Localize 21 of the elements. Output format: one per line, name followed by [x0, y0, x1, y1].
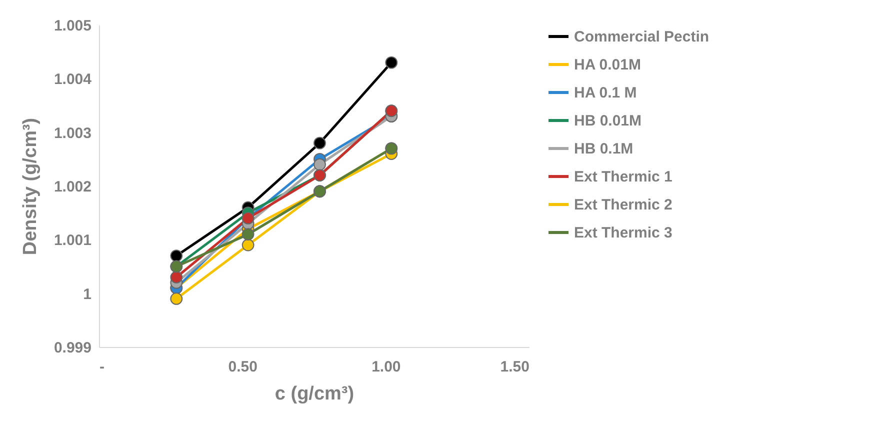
- x-tick-label: 1.00: [372, 358, 401, 376]
- legend-label: HB 0.01M: [574, 112, 642, 130]
- y-tick-label: 0.999: [54, 340, 92, 356]
- legend-label: Ext Thermic 2: [574, 196, 672, 214]
- legend-label: HB 0.1M: [574, 140, 634, 158]
- x-tick-label: 1.50: [500, 358, 530, 376]
- x-tick-label: -: [100, 358, 104, 376]
- legend-label: Commercial Pectin: [574, 28, 710, 46]
- y-tick-label: 1: [83, 286, 92, 303]
- x-axis-title: c (g/cm³): [274, 384, 354, 404]
- y-tick-label: 1.005: [54, 18, 92, 34]
- legend-label: HA 0.1 M: [574, 84, 637, 102]
- legend-label: HA 0.01M: [574, 56, 641, 74]
- legend-label: Ext Thermic 1: [574, 168, 672, 186]
- y-tick-label: 1.003: [54, 124, 92, 142]
- y-tick-label: 1.004: [54, 71, 92, 88]
- y-axis-title: Density (g/cm³): [20, 118, 41, 256]
- legend-label: Ext Thermic 3: [574, 224, 672, 242]
- y-tick-label: 1.001: [54, 232, 92, 250]
- y-tick-label: 1.002: [54, 178, 92, 196]
- x-tick-label: 0.50: [228, 358, 258, 376]
